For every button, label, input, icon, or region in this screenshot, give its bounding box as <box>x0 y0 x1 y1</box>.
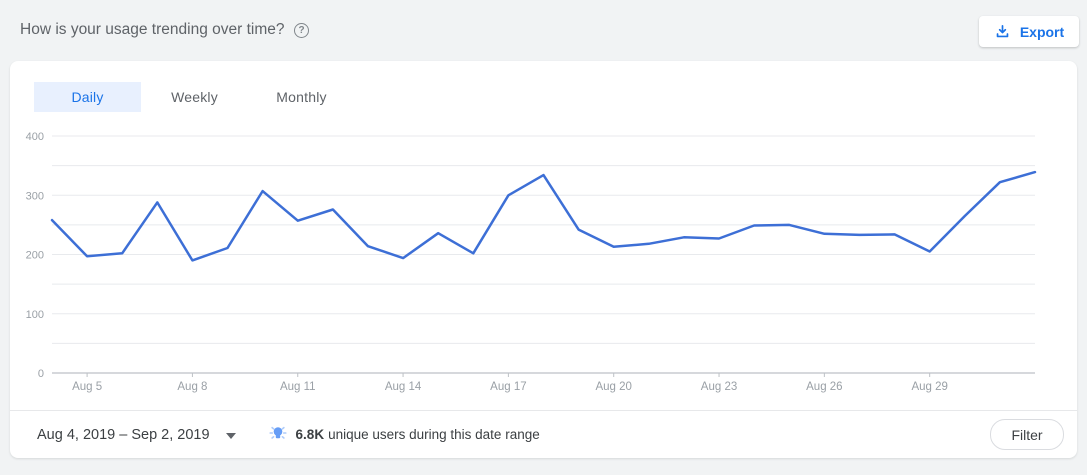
x-axis-label: Aug 23 <box>701 381 737 393</box>
interval-tabs: Daily Weekly Monthly <box>34 82 355 112</box>
x-axis-label: Aug 20 <box>595 381 631 393</box>
tab-daily-label: Daily <box>71 89 104 105</box>
card-footer: Aug 4, 2019 – Sep 2, 2019 6.8K unique us… <box>10 410 1077 458</box>
x-axis-label: Aug 14 <box>385 381 422 393</box>
insight-value: 6.8K <box>295 427 325 442</box>
download-icon <box>994 23 1011 40</box>
date-range-label: Aug 4, 2019 – Sep 2, 2019 <box>37 426 210 443</box>
y-axis-label: 0 <box>38 368 44 380</box>
x-axis-label: Aug 17 <box>490 381 526 393</box>
y-axis-label: 100 <box>26 309 44 321</box>
x-axis-label: Aug 11 <box>280 381 316 393</box>
y-axis-label: 200 <box>26 250 44 262</box>
y-axis-label: 300 <box>26 190 44 202</box>
x-axis-label: Aug 29 <box>911 381 947 393</box>
usage-chart: 0 100 200 300 400 Aug 5 Aug 8 Aug 11 Aug 14 Aug 1… <box>26 131 1037 393</box>
export-button[interactable]: Export <box>979 16 1079 47</box>
filter-button-label: Filter <box>1011 426 1043 443</box>
insight-text: unique users during this date range <box>328 427 540 442</box>
usage-trend-card: Daily Weekly Monthly 0 100 200 300 400 Aug 5 A… <box>10 61 1077 458</box>
tab-daily[interactable]: Daily <box>34 82 141 112</box>
insight-lightbulb-icon <box>268 423 288 446</box>
tab-monthly-label: Monthly <box>276 89 327 105</box>
usage-line-series <box>50 170 1037 262</box>
x-axis-label: Aug 5 <box>72 381 102 393</box>
y-axis-label: 400 <box>26 131 44 143</box>
x-axis-label: Aug 8 <box>177 381 207 393</box>
tab-monthly[interactable]: Monthly <box>248 82 355 112</box>
chevron-down-icon <box>225 432 236 439</box>
insight: 6.8K unique users during this date range <box>268 423 540 446</box>
tab-weekly[interactable]: Weekly <box>141 82 248 112</box>
help-icon[interactable]: ? <box>294 23 309 38</box>
x-axis-label: Aug 26 <box>806 381 842 393</box>
page-title: How is your usage trending over time? <box>20 21 285 38</box>
date-range-selector[interactable]: Aug 4, 2019 – Sep 2, 2019 <box>37 427 236 443</box>
tab-weekly-label: Weekly <box>171 89 218 105</box>
filter-button[interactable]: Filter <box>990 419 1064 450</box>
export-button-label: Export <box>1019 23 1065 40</box>
